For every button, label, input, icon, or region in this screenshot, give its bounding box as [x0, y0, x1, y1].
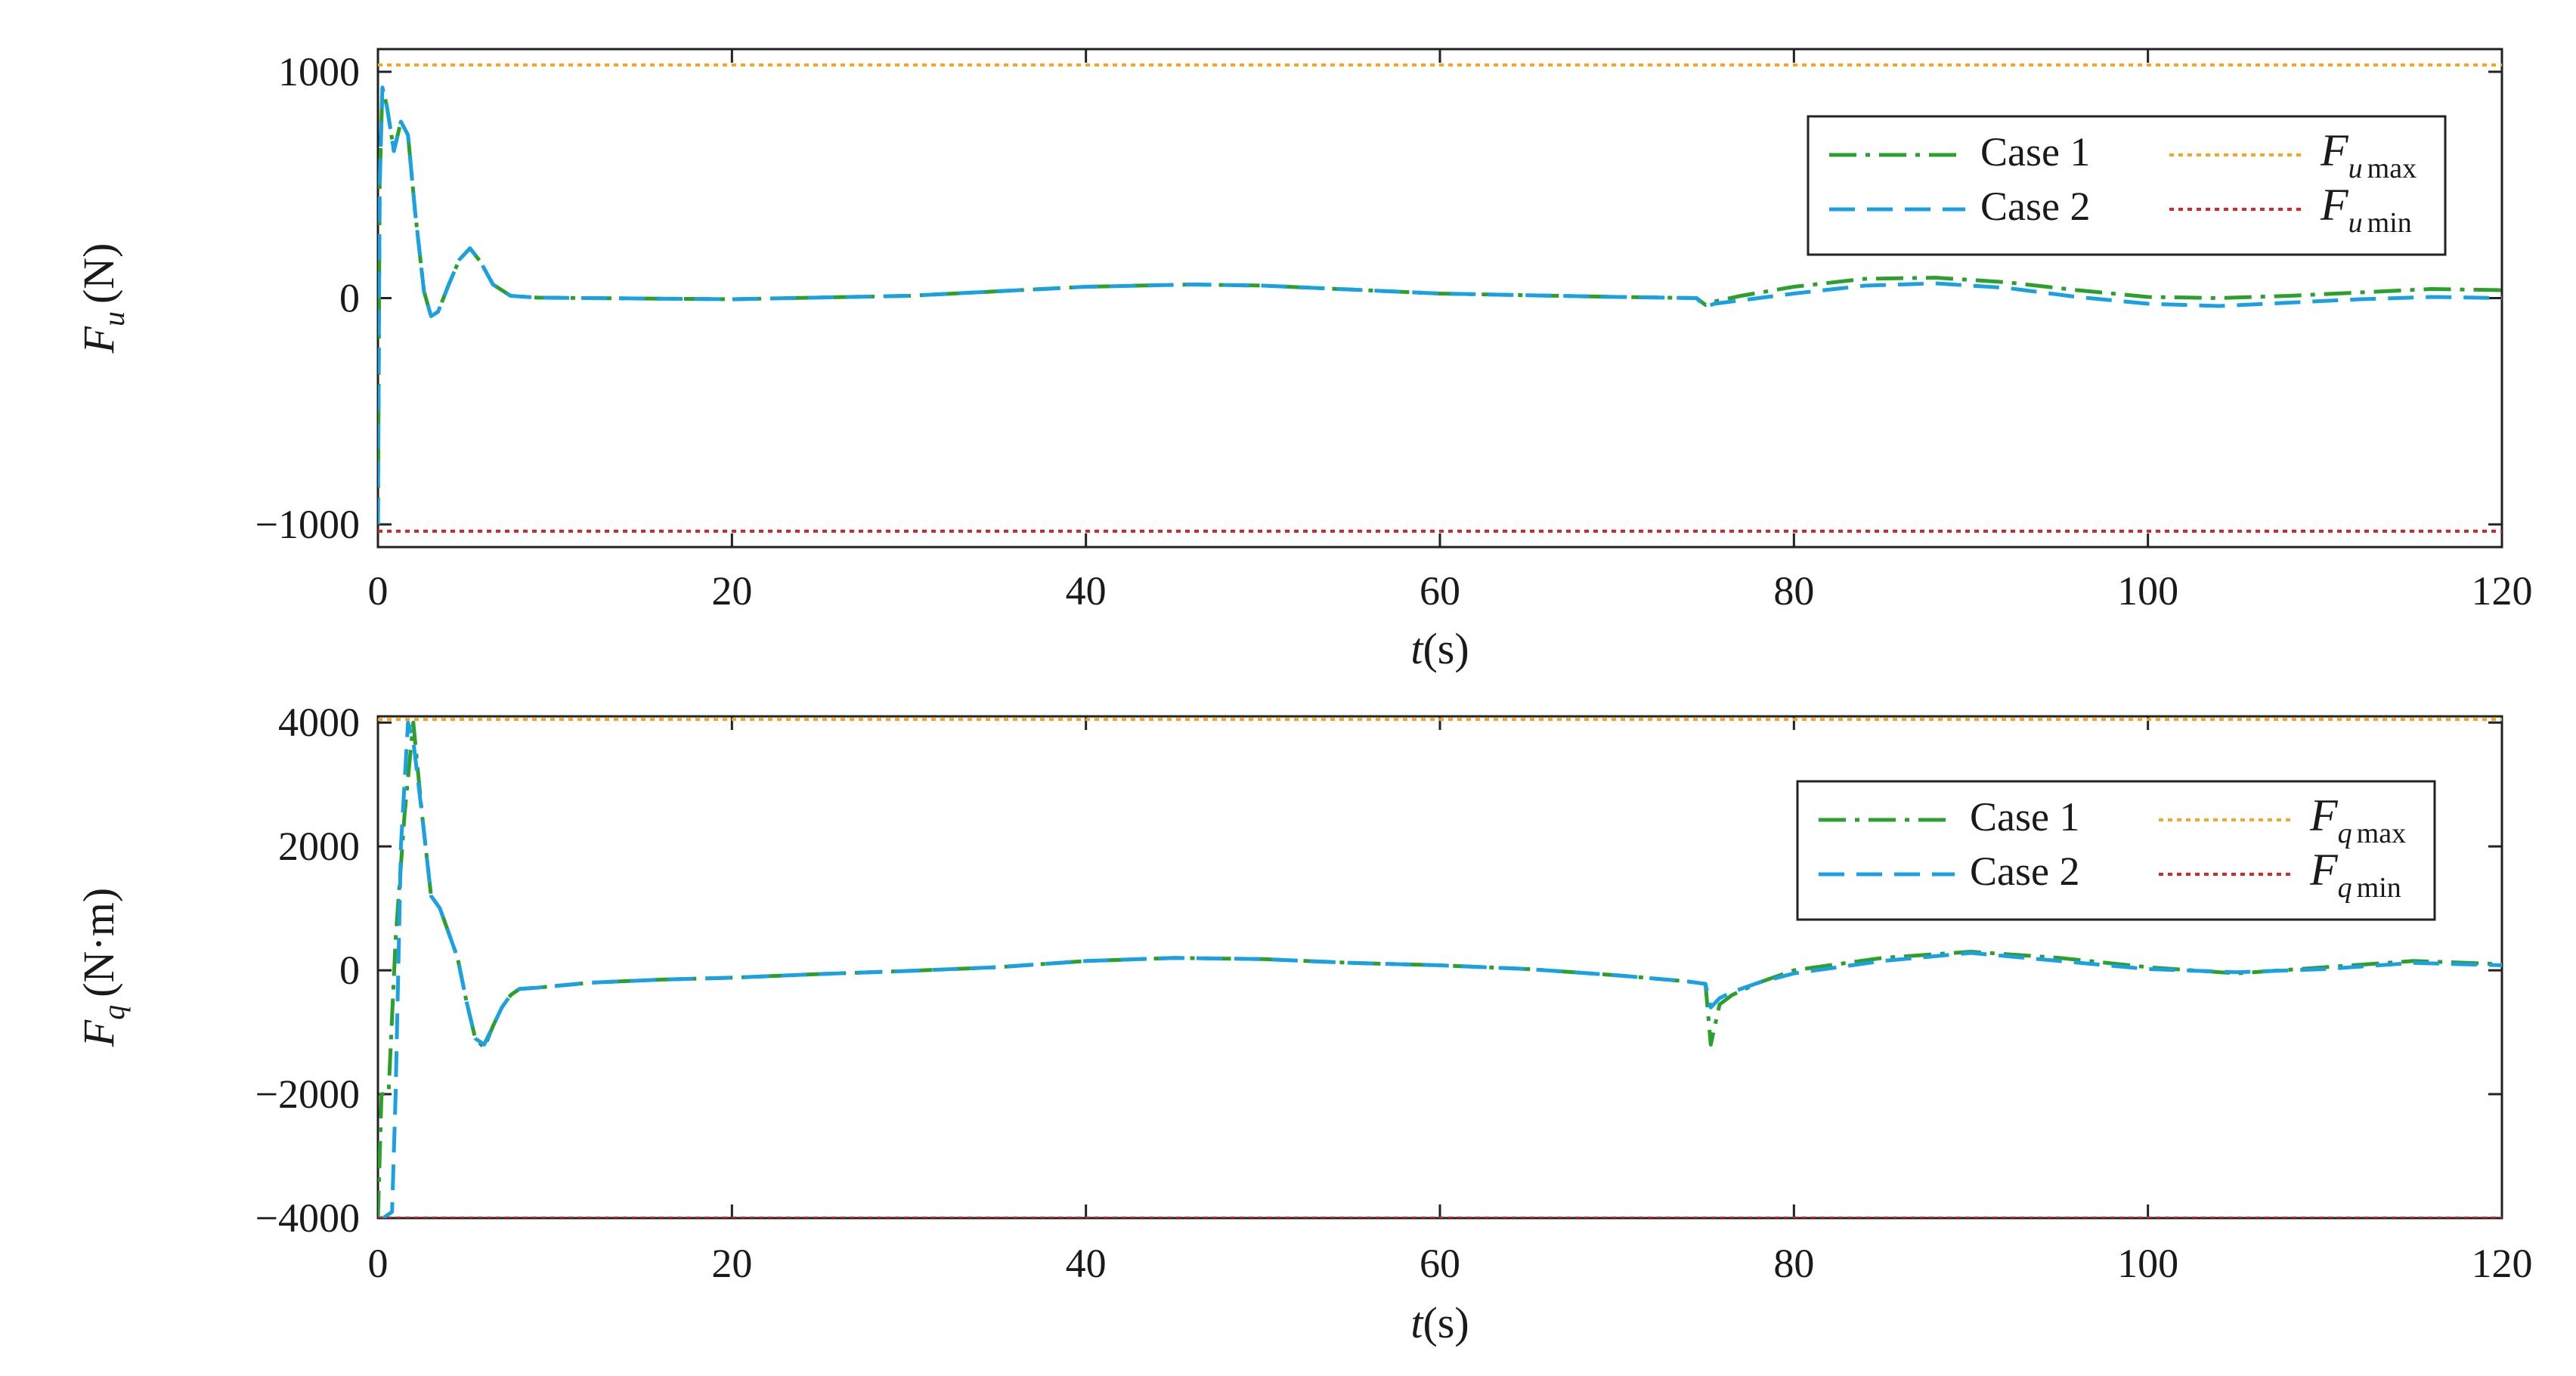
- legend-label: Fq min: [2309, 845, 2401, 904]
- x-tick-label: 0: [368, 1241, 389, 1286]
- legend-label: Fq max: [2309, 790, 2406, 849]
- x-tick-label: 80: [1773, 1241, 1814, 1286]
- x-axis-title-unit: (s): [1423, 1298, 1469, 1347]
- legend-label: Case 1: [1970, 794, 2079, 840]
- series-group: [378, 63, 2502, 533]
- legend-label: Case 1: [1980, 129, 2090, 175]
- legend-label-symbol: F: [2309, 845, 2339, 895]
- legend-label-sub: q: [2338, 872, 2352, 904]
- y-tick-label: 2000: [278, 824, 360, 869]
- legend-label-symbol: F: [2320, 125, 2349, 175]
- x-tick-label: 120: [2472, 568, 2533, 614]
- y-axis-title-symbol: F: [74, 1019, 123, 1047]
- legend-label: Fu min: [2320, 180, 2412, 239]
- x-tick-label: 40: [1066, 568, 1107, 614]
- legend-label-sub-suffix: min: [2357, 872, 2401, 904]
- x-tick-label: 40: [1066, 1241, 1107, 1286]
- y-tick-label: 0: [339, 276, 360, 321]
- y-axis-title: Fq (N·m): [74, 888, 131, 1047]
- x-tick-label: 120: [2472, 1241, 2533, 1286]
- legend-box: [1796, 780, 2436, 921]
- x-axis-title-var: t: [1410, 1298, 1424, 1347]
- y-axis-title-sub: u: [97, 311, 131, 326]
- series-line-2: [378, 720, 2502, 1218]
- y-axis-title-sub: q: [97, 1005, 131, 1020]
- x-axis-title: t(s): [1410, 1298, 1469, 1347]
- x-axis-title-unit: (s): [1423, 624, 1469, 673]
- y-axis-title-symbol: F: [74, 326, 123, 354]
- legend-label: Case 2: [1980, 184, 2090, 229]
- y-axis-title-unit: (N·m): [74, 888, 123, 997]
- x-tick-label: 100: [2117, 1241, 2178, 1286]
- y-tick-label: −2000: [255, 1071, 360, 1117]
- chart-panel-2: 0 20 40 60 80 100 120 −4000 −2000 0 2000 4000 t(s) Fq…: [74, 700, 2533, 1347]
- legend-label-sub: u: [2348, 153, 2363, 184]
- x-tick-label: 20: [711, 1241, 752, 1286]
- y-tick-label: 4000: [278, 700, 360, 745]
- x-tick-label: 0: [368, 568, 389, 614]
- legend-label: Fu max: [2320, 125, 2417, 184]
- legend-label-symbol: F: [2309, 790, 2339, 840]
- legend-label-sub-suffix: min: [2367, 207, 2412, 239]
- legend-label-symbol: F: [2320, 180, 2349, 230]
- x-tick-label: 60: [1420, 568, 1460, 614]
- series-line-2: [378, 85, 2502, 525]
- legend-label-sub-suffix: max: [2357, 818, 2406, 849]
- y-tick-label: 1000: [278, 49, 360, 94]
- x-tick-label: 80: [1773, 568, 1814, 614]
- legend-label: Case 2: [1970, 849, 2079, 894]
- series-group: [378, 718, 2502, 1218]
- x-tick-label: 100: [2117, 568, 2178, 614]
- y-tick-label: −4000: [255, 1195, 360, 1241]
- legend-label-sub-suffix: max: [2367, 153, 2417, 184]
- x-tick-label: 20: [711, 568, 752, 614]
- legend-label-sub: q: [2338, 818, 2352, 849]
- y-tick-label: 0: [339, 948, 360, 993]
- x-axis-title: t(s): [1410, 624, 1469, 673]
- y-axis-title-unit: (N): [74, 243, 123, 305]
- y-axis-title: Fu (N): [74, 243, 131, 354]
- y-tick-label: −1000: [255, 502, 360, 547]
- x-axis-title-var: t: [1410, 624, 1424, 673]
- legend-box: [1807, 115, 2447, 256]
- x-tick-label: 60: [1420, 1241, 1460, 1286]
- legend-label-sub: u: [2348, 207, 2363, 239]
